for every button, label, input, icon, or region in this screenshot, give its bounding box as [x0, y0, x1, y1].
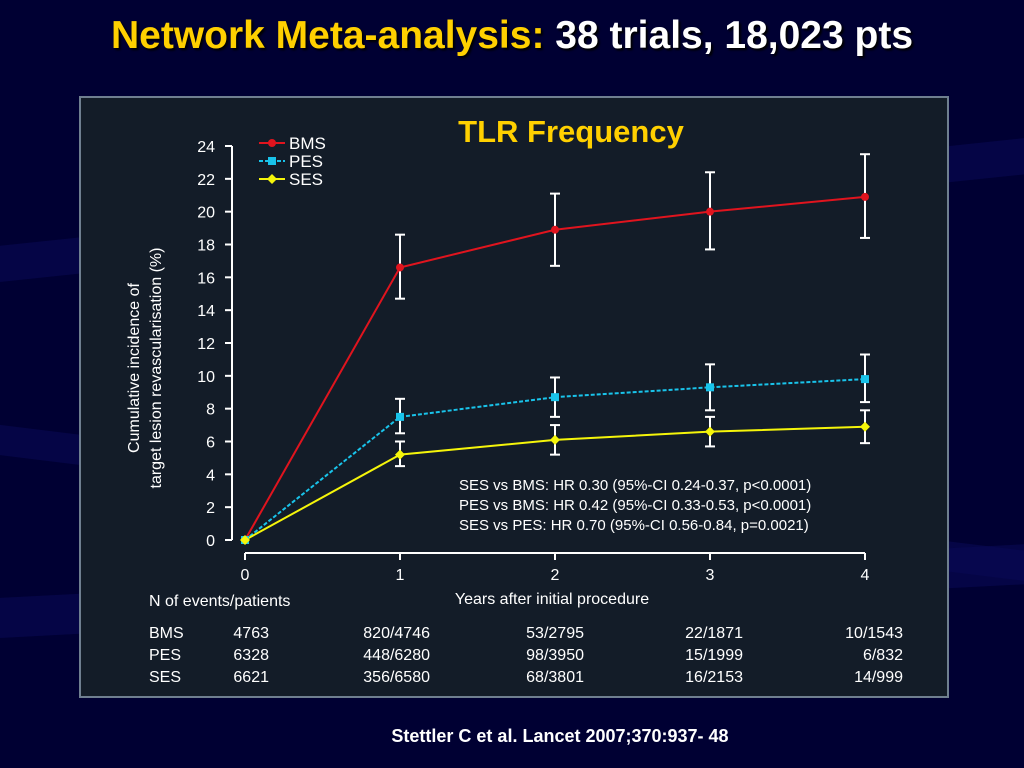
y-axis-label-line2: target lesion revascularisation (%) — [148, 248, 165, 489]
y-tick-label: 24 — [197, 139, 215, 156]
y-tick-label: 0 — [206, 533, 215, 550]
legend-marker-bms — [268, 139, 276, 147]
slide-title-main: Network Meta-analysis: — [110, 14, 545, 57]
x-tick-label: 1 — [396, 567, 405, 584]
events-row-label: BMS — [149, 625, 184, 642]
data-point-pes — [396, 412, 404, 421]
events-cell: 820/4746 — [363, 625, 430, 642]
y-tick-label: 4 — [206, 467, 215, 484]
legend-label-bms: BMS — [289, 134, 326, 153]
events-cell: 356/6580 — [363, 669, 430, 686]
slide-title-rest: 38 trials, 18,023 pts — [555, 14, 914, 57]
slide-title: Network Meta-analysis: 38 trials, 18,023… — [0, 14, 1024, 58]
chart-title: TLR Frequency — [458, 114, 684, 149]
x-tick-label: 4 — [861, 567, 870, 584]
events-cell: 68/3801 — [526, 669, 584, 686]
data-point-ses — [240, 535, 250, 545]
events-cell: 4763 — [233, 625, 269, 642]
x-tick-label: 2 — [551, 567, 560, 584]
events-cell: 6328 — [233, 647, 269, 664]
data-point-ses — [705, 426, 715, 437]
series-layer — [240, 153, 870, 545]
y-tick-label: 18 — [197, 238, 215, 255]
legend-marker-pes — [268, 157, 276, 165]
y-tick-label: 8 — [206, 402, 215, 419]
events-cell: 10/1543 — [845, 625, 903, 642]
events-cell: 22/1871 — [685, 625, 743, 642]
y-tick-label: 10 — [197, 369, 215, 386]
data-point-pes — [861, 375, 869, 384]
y-axis-label-line1: Cumulative incidence of — [126, 283, 143, 453]
x-tick-label: 0 — [241, 567, 250, 584]
data-point-pes — [551, 393, 559, 402]
y-tick-label: 20 — [197, 205, 215, 222]
y-tick-label: 14 — [197, 303, 215, 320]
data-point-ses — [550, 434, 560, 445]
data-point-bms — [396, 263, 404, 272]
citation: Stettler C et al. Lancet 2007;370:937- 4… — [391, 726, 729, 746]
events-cell: 14/999 — [854, 669, 903, 686]
data-point-ses — [395, 449, 405, 460]
data-point-bms — [551, 225, 559, 234]
data-point-pes — [706, 383, 714, 392]
legend-label-ses: SES — [289, 170, 323, 189]
x-tick-label: 3 — [706, 567, 715, 584]
events-cell: 6/832 — [863, 647, 903, 664]
x-axis-label: Years after initial procedure — [455, 591, 649, 608]
y-tick-label: 16 — [197, 270, 215, 287]
annotation-line: PES vs BMS: HR 0.42 (95%-CI 0.33-0.53, p… — [459, 497, 811, 514]
annotation-line: SES vs PES: HR 0.70 (95%-CI 0.56-0.84, p… — [459, 517, 809, 534]
legend-marker-ses — [267, 174, 277, 184]
data-point-bms — [861, 192, 869, 201]
y-tick-label: 22 — [197, 172, 215, 189]
events-table: N of events/patients BMS 4763 820/4746 53/27… — [149, 593, 903, 686]
events-cell: 98/3950 — [526, 647, 584, 664]
data-point-bms — [706, 207, 714, 216]
events-row-label: PES — [149, 647, 181, 664]
events-cell: 53/2795 — [526, 625, 584, 642]
y-tick-label: 6 — [206, 435, 215, 452]
hazard-ratio-annotations: SES vs BMS: HR 0.30 (95%-CI 0.24-0.37, p… — [459, 477, 811, 534]
events-table-heading: N of events/patients — [149, 593, 290, 610]
data-point-ses — [860, 421, 870, 432]
events-cell: 6621 — [233, 669, 269, 686]
y-tick-label: 12 — [197, 336, 215, 353]
y-tick-label: 2 — [206, 500, 215, 517]
annotation-line: SES vs BMS: HR 0.30 (95%-CI 0.24-0.37, p… — [459, 477, 811, 494]
legend-label-pes: PES — [289, 152, 323, 171]
events-cell: 16/2153 — [685, 669, 743, 686]
events-cell: 448/6280 — [363, 647, 430, 664]
events-row-label: SES — [149, 669, 181, 686]
x-axis: 0 1 2 3 4 — [241, 552, 870, 584]
events-cell: 15/1999 — [685, 647, 743, 664]
